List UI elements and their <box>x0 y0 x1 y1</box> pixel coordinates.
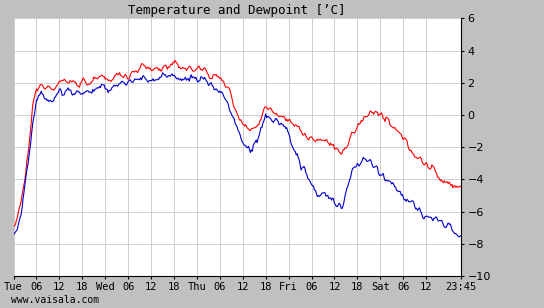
Text: www.vaisala.com: www.vaisala.com <box>11 295 99 305</box>
Title: Temperature and Dewpoint [’C]: Temperature and Dewpoint [’C] <box>128 4 346 17</box>
